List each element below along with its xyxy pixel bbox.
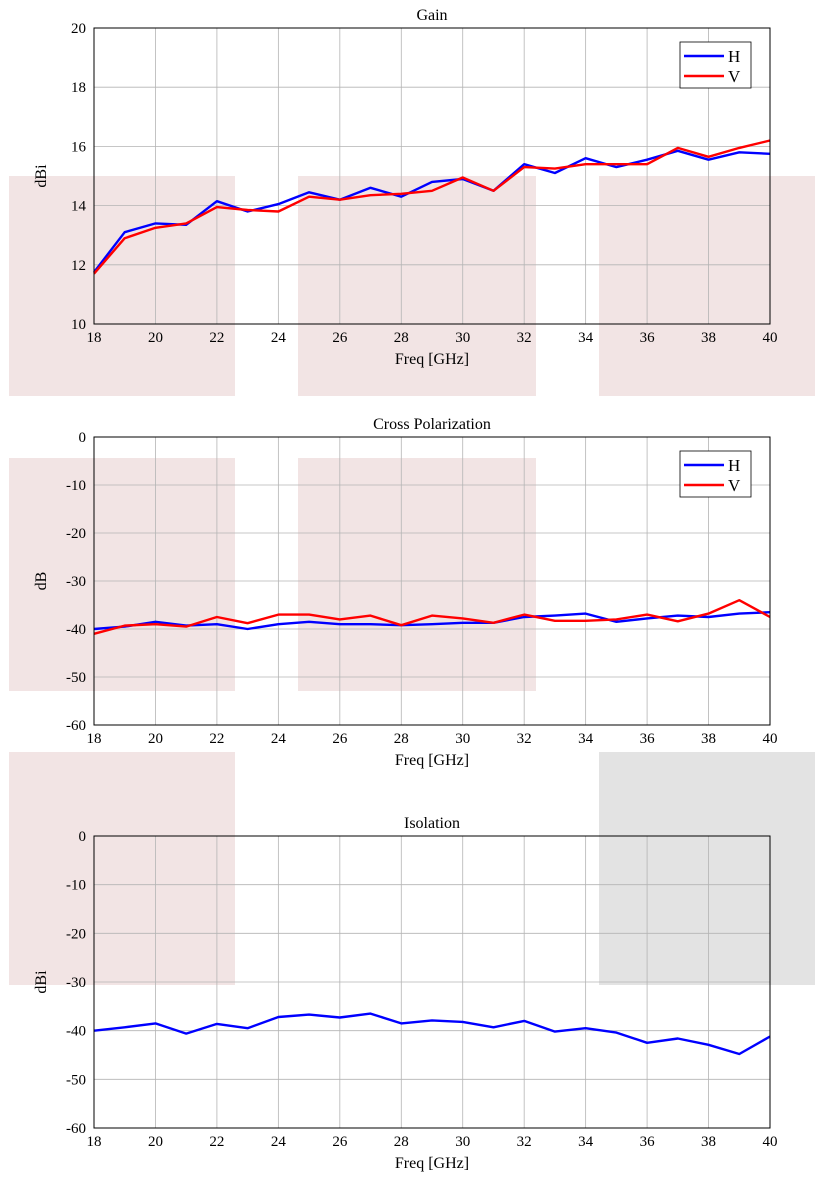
- x-tick-label: 38: [701, 1134, 716, 1150]
- x-tick-label: 32: [517, 330, 532, 346]
- x-axis-label: Freq [GHz]: [395, 752, 469, 769]
- y-tick-label: 16: [71, 139, 87, 155]
- y-tick-label: -50: [66, 670, 86, 686]
- x-tick-label: 28: [394, 1134, 409, 1150]
- overlay-block: [9, 176, 235, 396]
- y-axis-label: dBi: [33, 164, 50, 188]
- legend-box: [679, 450, 752, 498]
- chart-title: Isolation: [404, 815, 460, 832]
- x-tick-label: 26: [332, 731, 348, 747]
- y-tick-label: -10: [66, 878, 86, 894]
- y-tick-label: 18: [71, 80, 86, 96]
- overlay-block: [298, 176, 536, 396]
- x-tick-label: 20: [148, 731, 163, 747]
- y-tick-label: 0: [79, 829, 87, 845]
- plot-frame: [93, 835, 771, 1129]
- y-tick-label: 0: [79, 430, 87, 446]
- x-tick-label: 24: [271, 731, 287, 747]
- overlay-block: [9, 458, 235, 691]
- x-tick-label: 36: [640, 1134, 656, 1150]
- overlay-block: [599, 176, 815, 396]
- x-tick-label: 20: [148, 1134, 163, 1150]
- y-tick-label: -10: [66, 478, 86, 494]
- plot-frame: [93, 436, 771, 726]
- x-tick-label: 40: [763, 330, 778, 346]
- series-line-0: [93, 1012, 771, 1056]
- legend-label-v: V: [728, 476, 741, 495]
- x-axis-label: Freq [GHz]: [395, 1155, 469, 1172]
- isolation-chart: 18 20 22 24 26 28 30 32 34 36 38 40 -60 -50 -40 -30 -20 -…: [33, 815, 778, 1172]
- y-tick-label: 14: [71, 199, 87, 215]
- y-tick-label: -30: [66, 975, 86, 991]
- chart-title: Gain: [416, 7, 447, 24]
- x-tick-label: 32: [517, 731, 532, 747]
- x-tick-label: 34: [578, 1134, 594, 1150]
- x-tick-label: 18: [87, 330, 102, 346]
- x-tick-label: 30: [455, 731, 470, 747]
- x-tick-label: 38: [701, 330, 716, 346]
- x-tick-label: 26: [332, 330, 348, 346]
- x-tick-label: 36: [640, 731, 656, 747]
- x-tick-label: 36: [640, 330, 656, 346]
- y-tick-label: 12: [71, 258, 86, 274]
- y-tick-label: -50: [66, 1072, 86, 1088]
- y-tick-label: -60: [66, 1121, 86, 1137]
- x-axis-label: Freq [GHz]: [395, 351, 469, 368]
- series-line-v: [93, 599, 771, 635]
- y-axis-label: dB: [33, 572, 50, 591]
- y-tick-label: 20: [71, 21, 86, 37]
- y-tick-label: -40: [66, 1024, 86, 1040]
- x-tick-label: 24: [271, 1134, 287, 1150]
- x-tick-label: 34: [578, 731, 594, 747]
- legend-box: [679, 41, 752, 89]
- x-tick-label: 22: [209, 330, 224, 346]
- gain-chart: 18 20 22 24 26 28 30 32 34 36 38 40 10 12 14 16 18 20 Gain…: [33, 7, 778, 368]
- x-tick-label: 38: [701, 731, 716, 747]
- chart-title: Cross Polarization: [373, 416, 491, 433]
- legend-label-h: H: [728, 47, 740, 66]
- series-line-h: [93, 149, 771, 273]
- x-tick-label: 28: [394, 731, 409, 747]
- series-line-v: [93, 139, 771, 275]
- x-tick-label: 30: [455, 1134, 470, 1150]
- cross-polarization-chart: 18 20 22 24 26 28 30 32 34 36 38 40 -60 -50 -40 -30 -20 -…: [33, 416, 778, 769]
- x-tick-label: 20: [148, 330, 163, 346]
- x-tick-label: 22: [209, 731, 224, 747]
- overlay-block: [599, 752, 815, 985]
- y-tick-label: -30: [66, 574, 86, 590]
- y-tick-label: 10: [71, 317, 86, 333]
- overlay-block: [9, 752, 235, 985]
- x-tick-label: 28: [394, 330, 409, 346]
- x-tick-label: 18: [87, 1134, 102, 1150]
- y-tick-label: -20: [66, 526, 86, 542]
- legend-label-v: V: [728, 67, 741, 86]
- x-tick-label: 22: [209, 1134, 224, 1150]
- x-tick-label: 34: [578, 330, 594, 346]
- plot-frame: [93, 27, 771, 325]
- x-tick-label: 40: [763, 1134, 778, 1150]
- y-tick-label: -40: [66, 622, 86, 638]
- y-tick-label: -20: [66, 926, 86, 942]
- y-axis-label: dBi: [33, 970, 50, 994]
- x-tick-label: 26: [332, 1134, 348, 1150]
- y-tick-label: -60: [66, 718, 86, 734]
- x-tick-label: 24: [271, 330, 287, 346]
- x-tick-label: 40: [763, 731, 778, 747]
- background-overlay-blocks: [9, 176, 815, 985]
- x-tick-label: 18: [87, 731, 102, 747]
- x-tick-label: 32: [517, 1134, 532, 1150]
- x-tick-label: 30: [455, 330, 470, 346]
- overlay-block: [298, 458, 536, 691]
- legend-label-h: H: [728, 456, 740, 475]
